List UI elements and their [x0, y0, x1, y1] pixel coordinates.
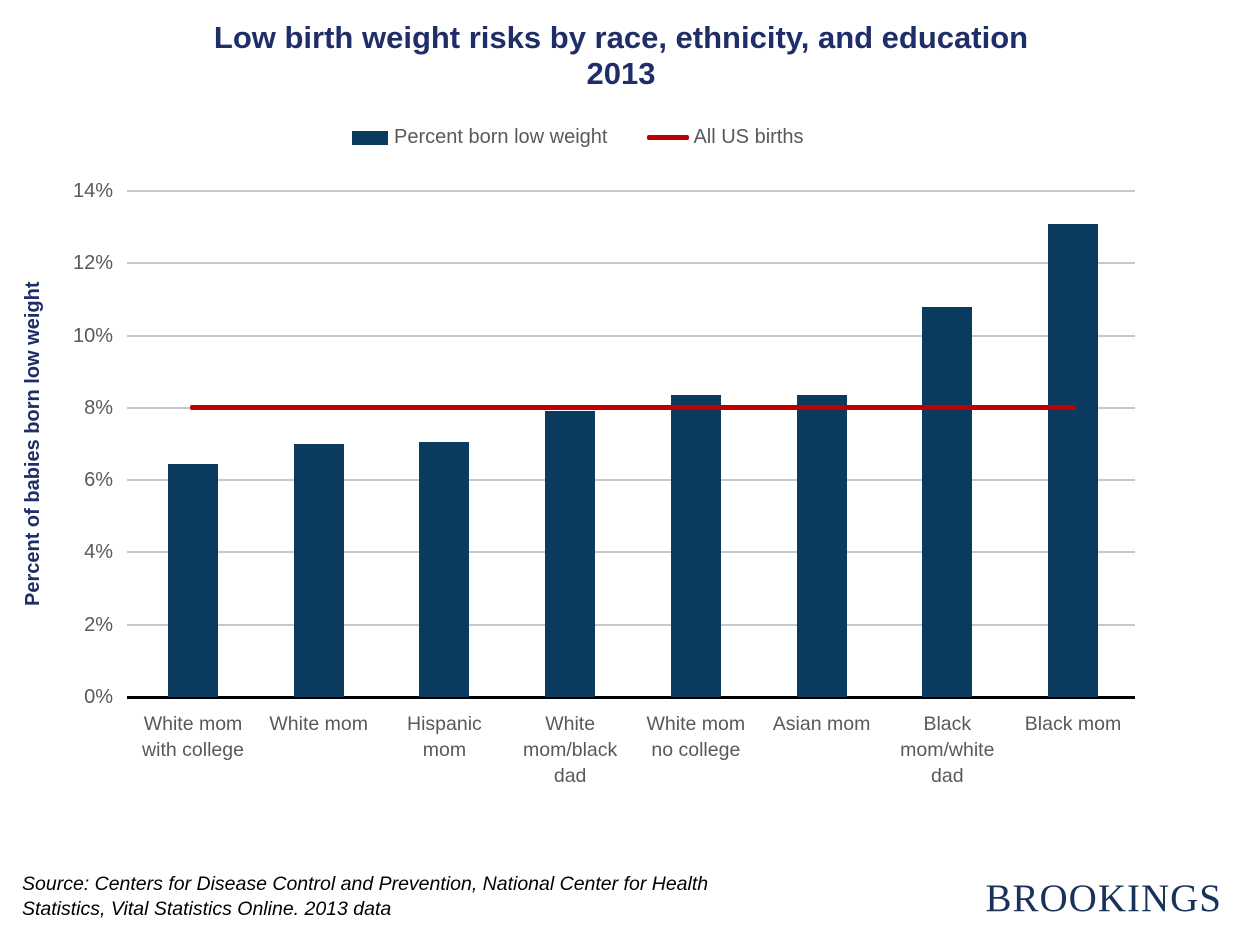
bar-series-swatch-icon	[352, 130, 388, 145]
y-tick-label-12pct: 12%	[72, 252, 113, 275]
bar-black-mom	[1048, 223, 1098, 697]
y-tick-label-2pct: 2%	[84, 613, 113, 636]
x-label-asian-mom: Asian mom	[772, 713, 871, 735]
y-tick-label-14pct: 14%	[72, 180, 113, 202]
reference-line-swatch-icon	[647, 135, 690, 140]
gridline-10pct	[127, 334, 1135, 337]
gridline-14pct	[127, 190, 1135, 192]
x-label-white-mom-black-dad: White mom/black dad	[523, 713, 618, 787]
bar-white-mom-black-dad	[545, 411, 596, 697]
y-tick-label-4pct: 4%	[84, 541, 113, 564]
chart-title: Low birth weight risks by race, ethnicit…	[213, 20, 1029, 91]
bar-white-mom-no-college	[670, 395, 721, 697]
x-label-black-mom: Black mom	[1024, 713, 1122, 735]
x-label-hispanic-mom: Hispanic mom	[407, 713, 482, 761]
x-label-white-mom-no-college: White mom no college	[646, 713, 746, 761]
x-axis-line	[127, 696, 1135, 699]
gridline-2pct	[127, 623, 1135, 626]
gridline-12pct	[127, 262, 1135, 265]
bar-hispanic-mom	[419, 442, 470, 697]
bar-asian-mom	[796, 395, 847, 697]
y-tick-label-6pct: 6%	[84, 469, 113, 492]
plot-area	[127, 190, 1135, 699]
x-label-black-mom-white-dad: Black mom/white dad	[900, 713, 995, 787]
y-tick-label-0pct: 0%	[84, 686, 113, 708]
reference-line-all-us-births	[190, 405, 1076, 411]
source-note: Source: Centers for Disease Control and …	[22, 873, 709, 920]
y-tick-label-8pct: 8%	[84, 396, 113, 419]
x-label-white-mom: White mom	[269, 713, 368, 735]
brookings-logo: BROOKINGS	[985, 877, 1222, 920]
bar-black-mom-white-dad	[922, 306, 973, 697]
gridline-4pct	[127, 551, 1135, 554]
legend-bar-label: Percent born low weight	[394, 126, 608, 148]
legend-line-label: All US births	[693, 126, 804, 148]
gridline-6pct	[127, 479, 1135, 482]
legend: Percent born low weight All US births	[352, 126, 803, 149]
y-tick-label-10pct: 10%	[72, 324, 113, 347]
bar-white-mom-with-college	[168, 463, 218, 697]
y-axis-title: Percent of babies born low weight	[22, 281, 44, 607]
bar-white-mom	[293, 444, 344, 697]
x-label-white-mom-with-college: White mom with college	[142, 713, 244, 761]
